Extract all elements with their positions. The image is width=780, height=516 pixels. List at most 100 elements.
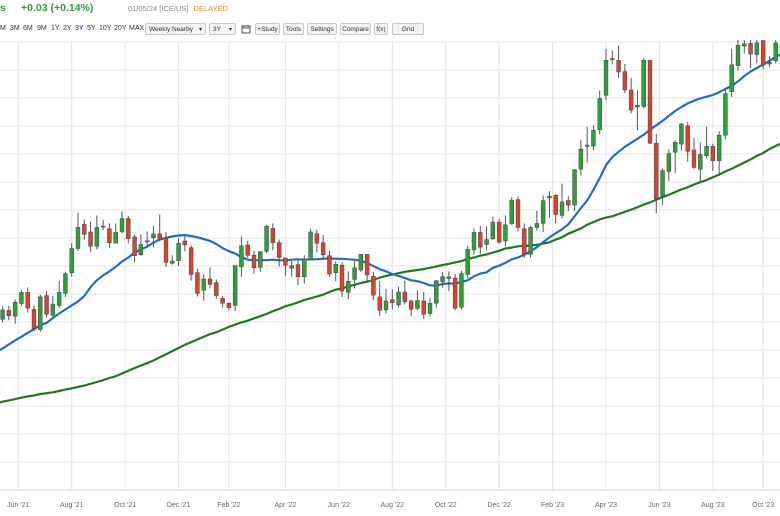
candle (100, 219, 106, 231)
candle (635, 90, 640, 131)
candle-body (44, 295, 49, 315)
candle (515, 196, 521, 232)
timeframe-3m[interactable]: 3M (10, 25, 20, 32)
candle (522, 223, 527, 258)
candle-body (515, 199, 521, 228)
candle-body (654, 142, 659, 200)
candle-body (19, 292, 24, 304)
range-select-value: 3Y (213, 26, 221, 33)
timeframe-3y[interactable]: 3Y (75, 25, 84, 32)
fast-ma-line (0, 53, 780, 352)
candle (540, 195, 546, 232)
x-tick-label: Jun '22 (328, 502, 350, 509)
candle-body (716, 134, 722, 161)
candle-body (603, 60, 609, 96)
candle (572, 169, 577, 211)
aggregation-select-value: Weekly Nearby (149, 26, 193, 33)
candle-body (628, 89, 634, 111)
candle-body (578, 148, 584, 170)
x-tick-label: Oct '23 (752, 502, 774, 509)
candle-body (63, 273, 68, 294)
x-tick-label: Dec '22 (487, 502, 511, 509)
candle (339, 262, 345, 297)
candle (239, 236, 244, 277)
tools-button[interactable]: Tools (283, 23, 304, 35)
x-tick-label: Jun '21 (7, 502, 29, 509)
candle-body (402, 291, 408, 303)
candle (672, 140, 678, 174)
timeframe-5y[interactable]: 5Y (87, 25, 96, 32)
timeframe-2y[interactable]: 2Y (63, 25, 72, 32)
candle-body (276, 242, 282, 258)
candle-body (647, 60, 653, 144)
candle-body (358, 254, 364, 271)
candle (25, 287, 30, 313)
ticker-fragment[interactable]: s (0, 2, 6, 14)
timeframe-20y[interactable]: 20Y (114, 25, 127, 32)
candle-body (352, 267, 357, 280)
candle-body (383, 300, 389, 311)
candle (371, 271, 376, 301)
candle-body (540, 200, 546, 224)
candle (264, 224, 269, 254)
candle (415, 290, 420, 311)
timeframe-6m[interactable]: 6M (23, 25, 33, 32)
candle-body (176, 242, 181, 261)
chevron-down-icon: ▾ (198, 27, 202, 33)
candle (283, 257, 288, 276)
candle-body (56, 292, 62, 306)
candle-body (767, 61, 772, 65)
candle (408, 300, 414, 317)
timeframe-max[interactable]: MAX (129, 25, 145, 32)
candle (364, 253, 370, 282)
candle (710, 143, 716, 172)
candle-body (314, 233, 320, 244)
timeframe-1y[interactable]: 1Y (51, 25, 60, 32)
candle-body (308, 231, 313, 260)
candle-body (251, 254, 257, 269)
candle-body (478, 232, 483, 248)
price-chart[interactable]: Jun '21 Aug '21 Oct '21 Dec '21 Feb '22 Apr '… (0, 40, 780, 516)
candle (38, 294, 43, 332)
candle-body (94, 227, 100, 247)
calendar-icon[interactable] (241, 24, 251, 34)
candle (767, 56, 772, 68)
candle-body (660, 170, 665, 197)
candle-body (522, 228, 527, 256)
fx-button[interactable]: f(x) (374, 23, 388, 35)
settings-button[interactable]: Settings (307, 23, 337, 35)
candle-body (126, 218, 131, 239)
range-select[interactable]: 3Y ▾ (209, 23, 236, 35)
candle-body (534, 223, 540, 228)
candle-body (119, 218, 125, 232)
candle (201, 274, 206, 301)
timeframe-10y[interactable]: 10Y (99, 25, 112, 32)
candle-body (641, 60, 646, 107)
candle-body (547, 195, 552, 199)
candle-body (754, 42, 760, 55)
add-study-button[interactable]: +Study (255, 23, 280, 35)
compare-button[interactable]: Compare (340, 23, 371, 35)
candle (723, 88, 728, 140)
grid-button[interactable]: Grid (392, 23, 424, 35)
candle-body (408, 300, 414, 310)
candle (440, 272, 445, 288)
timeframe-m[interactable]: M (0, 25, 6, 32)
quote-date: 01/05/24 (128, 4, 158, 13)
candle (31, 305, 37, 332)
candle-body (0, 309, 5, 320)
candle (308, 228, 313, 261)
candle-body (50, 303, 56, 316)
quote-exchange: [ICE/US] (159, 4, 189, 13)
candle-body (496, 221, 502, 243)
candle-body (446, 276, 452, 279)
candle (258, 251, 263, 272)
candle (421, 291, 426, 319)
candle (578, 140, 584, 176)
timeframe-9m[interactable]: 9M (37, 25, 47, 32)
candle (289, 261, 294, 277)
candle-body (6, 310, 12, 316)
candle (113, 223, 118, 244)
candle (459, 270, 464, 310)
aggregation-select[interactable]: Weekly Nearby ▾ (145, 23, 206, 35)
